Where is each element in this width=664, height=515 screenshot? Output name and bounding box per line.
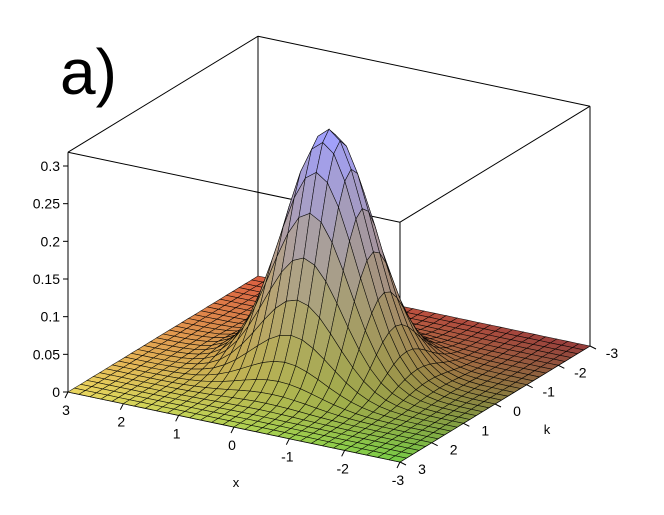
k-tick-label: 2 xyxy=(450,442,458,458)
z-tick-label: 0.15 xyxy=(33,271,60,287)
x-tick-label: 1 xyxy=(173,425,181,441)
z-tick-label: 0.3 xyxy=(41,158,61,174)
k-tick-mark xyxy=(589,345,597,350)
z-tick-label: 0.1 xyxy=(41,309,61,325)
k-tick-mark xyxy=(558,364,565,369)
x-axis-label: x xyxy=(233,475,240,490)
x-tick-mark xyxy=(285,438,290,445)
k-axis-label: k xyxy=(544,422,551,437)
z-tick-label: 0.25 xyxy=(33,196,60,212)
k-tick-label: -1 xyxy=(542,384,555,400)
x-tick-mark xyxy=(396,461,401,469)
z-tick-label: 0.2 xyxy=(41,233,61,249)
box-edge-top-back-left xyxy=(67,35,259,153)
k-tick-label: -2 xyxy=(574,364,587,380)
z-tick-label: 0.05 xyxy=(33,346,60,362)
x-tick-label: -1 xyxy=(281,449,294,465)
surface xyxy=(67,128,591,463)
k-tick-label: 3 xyxy=(418,461,426,477)
x-tick-mark xyxy=(230,426,235,434)
k-tick-mark xyxy=(431,442,438,447)
k-tick-mark xyxy=(494,403,502,408)
z-tick-label: 0 xyxy=(52,384,60,400)
x-tick-mark xyxy=(341,450,346,457)
x-tick-label: 2 xyxy=(117,414,125,430)
panel-label: a) xyxy=(60,36,117,108)
k-tick-mark xyxy=(399,461,407,466)
box-edge-top-back-right xyxy=(257,35,591,107)
k-tick-label: -3 xyxy=(606,345,619,361)
x-tick-mark xyxy=(64,391,69,399)
x-tick-label: -3 xyxy=(392,472,405,488)
x-tick-label: 3 xyxy=(62,402,70,418)
axes: 0.30.250.20.150.10.0503210-1-2-3x-3-2-10… xyxy=(33,158,619,490)
x-tick-mark xyxy=(175,415,180,422)
x-tick-label: -2 xyxy=(336,460,349,476)
x-tick-mark xyxy=(119,403,124,410)
k-tick-label: 1 xyxy=(481,422,489,438)
k-tick-label: 0 xyxy=(513,403,521,419)
k-tick-mark xyxy=(526,384,533,389)
box-edge-top-front-right xyxy=(399,105,591,223)
k-tick-mark xyxy=(463,422,470,427)
x-tick-label: 0 xyxy=(228,437,236,453)
